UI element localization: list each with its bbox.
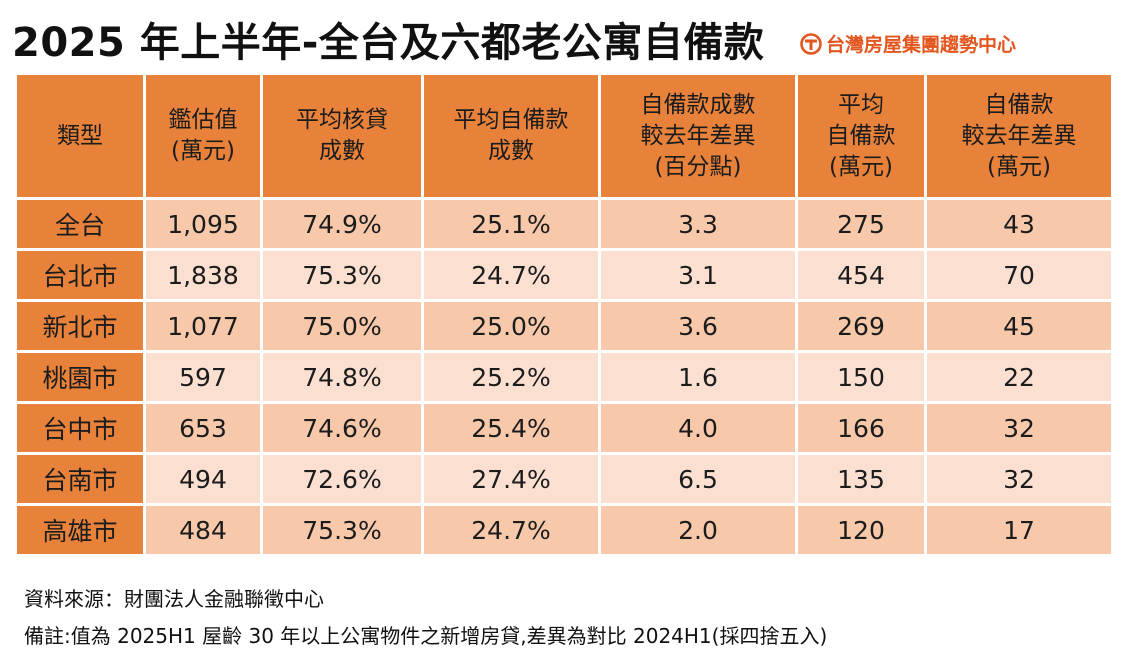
table-row: 高雄市 484 75.3% 24.7% 2.0 120 17 bbox=[17, 506, 1111, 554]
table-cell: 3.6 bbox=[601, 302, 795, 350]
table-cell: 32 bbox=[927, 455, 1111, 503]
column-header: 鑑估值 (萬元) bbox=[146, 75, 260, 197]
table-cell: 3.3 bbox=[601, 200, 795, 248]
column-header: 平均自備款 成數 bbox=[424, 75, 598, 197]
row-header: 新北市 bbox=[17, 302, 143, 350]
table-cell: 1.6 bbox=[601, 353, 795, 401]
table-cell: 75.3% bbox=[263, 506, 421, 554]
table-cell: 25.4% bbox=[424, 404, 598, 452]
table-cell: 1,838 bbox=[146, 251, 260, 299]
footnote: 備註:值為 2025H1 屋齡 30 年以上公寓物件之新增房貸,差異為對比 20… bbox=[24, 624, 828, 648]
column-header-line: (萬元) bbox=[829, 153, 893, 180]
table-row: 全台 1,095 74.9% 25.1% 3.3 275 43 bbox=[17, 200, 1111, 248]
table-row: 台南市 494 72.6% 27.4% 6.5 135 32 bbox=[17, 455, 1111, 503]
table-cell: 269 bbox=[798, 302, 924, 350]
column-header-line: 成數 bbox=[488, 138, 534, 164]
row-header: 台南市 bbox=[17, 455, 143, 503]
table-cell: 4.0 bbox=[601, 404, 795, 452]
table-cell: 3.1 bbox=[601, 251, 795, 299]
column-header-line: 鑑估值 bbox=[168, 107, 238, 133]
table-cell: 27.4% bbox=[424, 455, 598, 503]
data-table: 類型 鑑估值 (萬元) 平均核貸 成數 平均自備款 成數 自備款成數 較去年差異 (百分點) 平均自… bbox=[14, 72, 1114, 557]
header-row: 類型 鑑估值 (萬元) 平均核貸 成數 平均自備款 成數 自備款成數 較去年差異 (百分點) 平均自… bbox=[17, 75, 1111, 197]
brand-logo: 台灣房屋集團趨勢中心 bbox=[800, 30, 1016, 57]
column-header-line: 平均核貸 bbox=[296, 107, 388, 133]
column-header: 自備款較去年差異 (萬元) bbox=[927, 75, 1111, 197]
table-cell: 75.0% bbox=[263, 302, 421, 350]
table-cell: 1,077 bbox=[146, 302, 260, 350]
row-header: 桃園市 bbox=[17, 353, 143, 401]
row-header: 台北市 bbox=[17, 251, 143, 299]
table-cell: 25.2% bbox=[424, 353, 598, 401]
table-row: 桃園市 597 74.8% 25.2% 1.6 150 22 bbox=[17, 353, 1111, 401]
column-header: 平均核貸 成數 bbox=[263, 75, 421, 197]
row-header: 全台 bbox=[17, 200, 143, 248]
table-cell: 454 bbox=[798, 251, 924, 299]
table-cell: 17 bbox=[927, 506, 1111, 554]
brand-name: 台灣房屋集團趨勢中心 bbox=[826, 34, 1017, 56]
column-header-line: 成數 bbox=[319, 138, 365, 164]
table-body: 全台 1,095 74.9% 25.1% 3.3 275 43 台北市 1,838 75.3% 24… bbox=[17, 200, 1111, 554]
column-header: 類型 bbox=[17, 75, 143, 197]
data-source: 資料來源：財團法人金融聯徵中心 bbox=[24, 587, 324, 611]
table-cell: 32 bbox=[927, 404, 1111, 452]
taiwan-realty-logo-icon bbox=[800, 32, 822, 55]
table-cell: 24.7% bbox=[424, 506, 598, 554]
table-cell: 6.5 bbox=[601, 455, 795, 503]
column-header-line: (萬元) bbox=[171, 138, 235, 164]
table-cell: 74.8% bbox=[263, 353, 421, 401]
page-title: 2025 年上半年-全台及六都老公寓自備款 bbox=[12, 20, 765, 66]
table-cell: 135 bbox=[798, 455, 924, 503]
column-header: 自備款成數較去年差異 (百分點) bbox=[601, 75, 795, 197]
table-cell: 494 bbox=[146, 455, 260, 503]
table-cell: 25.1% bbox=[424, 200, 598, 248]
table-cell: 2.0 bbox=[601, 506, 795, 554]
column-header-line: 較去年差異 bbox=[961, 122, 1077, 149]
row-header: 台中市 bbox=[17, 404, 143, 452]
table-cell: 1,095 bbox=[146, 200, 260, 248]
column-header-line: 自備款成數 bbox=[640, 91, 756, 118]
column-header-line: 自備款 bbox=[826, 122, 896, 149]
column-header-line: 較去年差異 bbox=[640, 122, 756, 149]
column-header-line: (百分點) bbox=[654, 153, 742, 180]
table-cell: 43 bbox=[927, 200, 1111, 248]
table-cell: 70 bbox=[927, 251, 1111, 299]
table-cell: 75.3% bbox=[263, 251, 421, 299]
column-header-line: (萬元) bbox=[987, 153, 1051, 180]
table-cell: 24.7% bbox=[424, 251, 598, 299]
table-cell: 166 bbox=[798, 404, 924, 452]
column-header-line: 平均自備款 bbox=[453, 107, 569, 133]
table-row: 台北市 1,838 75.3% 24.7% 3.1 454 70 bbox=[17, 251, 1111, 299]
table-cell: 74.6% bbox=[263, 404, 421, 452]
column-header-line: 平均 bbox=[838, 91, 884, 118]
column-header: 平均自備款 (萬元) bbox=[798, 75, 924, 197]
table-cell: 45 bbox=[927, 302, 1111, 350]
column-header-line: 類型 bbox=[57, 122, 103, 149]
table-cell: 150 bbox=[798, 353, 924, 401]
table-cell: 25.0% bbox=[424, 302, 598, 350]
table-cell: 597 bbox=[146, 353, 260, 401]
table-cell: 22 bbox=[927, 353, 1111, 401]
table-row: 台中市 653 74.6% 25.4% 4.0 166 32 bbox=[17, 404, 1111, 452]
column-header-line: 自備款 bbox=[984, 91, 1054, 118]
table-cell: 484 bbox=[146, 506, 260, 554]
table-cell: 653 bbox=[146, 404, 260, 452]
table-row: 新北市 1,077 75.0% 25.0% 3.6 269 45 bbox=[17, 302, 1111, 350]
table-cell: 275 bbox=[798, 200, 924, 248]
row-header: 高雄市 bbox=[17, 506, 143, 554]
table-cell: 74.9% bbox=[263, 200, 421, 248]
table-cell: 120 bbox=[798, 506, 924, 554]
table-cell: 72.6% bbox=[263, 455, 421, 503]
